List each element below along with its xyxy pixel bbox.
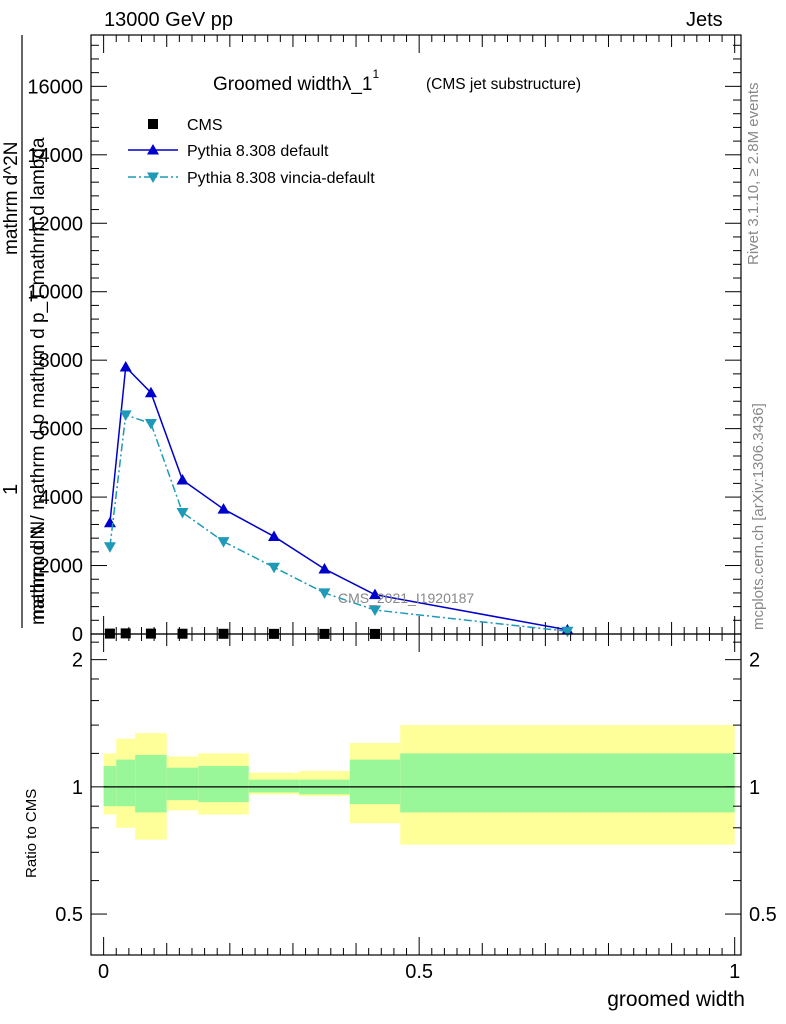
ratio-panel: 0 0.5 1 0.5 0.5 1 1 2 2 [55,633,777,983]
y-tick-label: 8000 [39,350,84,372]
y-tick-label: 0 [72,624,83,646]
data-point-cms [120,628,131,639]
data-point-pythia-default [268,530,281,541]
ratio-stat-band [116,759,136,807]
ratio-stat-band [248,779,300,793]
data-point-pythia-default [368,588,381,600]
ratio-y-axis-title: Ratio to CMS [23,789,40,878]
ratio-stat-band [400,753,735,813]
ratio-stat-band [135,754,167,813]
x-tick-label: 0.5 [405,961,433,983]
ratio-stat-band [166,767,199,801]
main-panel: 0 2000 4000 6000 8000 10000 12000 14000 16000 CMS… [27,34,742,646]
data-point-pythia-vincia [561,626,574,638]
ratio-plot-frame [90,633,742,956]
chart-title-text: Groomed widthλ_1 [213,74,372,95]
x-axis-title: groomed width [607,988,745,1011]
data-point-pythia-vincia [119,410,132,421]
y-tick-label: 6000 [39,419,84,441]
chart-title: Groomed widthλ_11 [213,67,379,95]
data-point-pythia-default [119,361,132,372]
data-point-pythia-vincia [268,562,281,574]
y-tick-label: 14000 [27,145,83,167]
data-point-pythia-default [318,562,331,574]
y-axis-title-top: mathrm d^2N [1,142,22,255]
legend-marker [147,172,159,183]
header-process: Jets [686,9,723,31]
y-tick-label: 10000 [27,282,83,304]
y-axis-title-numerator: 1 [0,484,22,495]
chart-subtitle: (CMS jet substructure) [426,76,581,93]
data-point-pythia-default [144,386,157,398]
y-axis-title-main: mathrm d N / mathrm d p mathrm d p_T mat… [28,137,49,625]
ratio-y-tick-label: 1 [72,777,83,799]
data-point-pythia-vincia [144,418,157,430]
legend-label: Pythia 8.308 default [187,143,329,160]
data-point-pythia-vincia [217,537,230,548]
ratio-stat-band [349,759,401,805]
ratio-y-tick-label-right: 0.5 [749,904,777,926]
y-tick-label: 2000 [39,556,84,578]
data-point-pythia-default [217,503,230,514]
ratio-y-tick-label: 0.5 [55,904,83,926]
chart-title-superscript: 1 [372,67,379,81]
y-tick-label: 16000 [27,76,83,98]
x-tick-label: 0 [98,961,109,983]
legend-label: CMS [187,117,223,134]
y-axis-title-group: 1 mathrm d N mathrm d^2N mathrm d N / ma… [0,137,49,625]
data-point-pythia-vincia [318,588,331,599]
y-tick-label: 12000 [27,213,83,235]
legend-marker [147,144,159,155]
header-energy: 13000 GeV pp [104,9,233,31]
x-tick-label: 1 [729,961,740,983]
y-axis-title-denominator: mathrm d N [28,521,49,620]
ratio-stat-band [198,766,249,803]
ratio-y-tick-label: 2 [72,650,83,672]
data-point-pythia-default [176,473,189,485]
ratio-stat-band [103,766,117,807]
data-point-pythia-vincia [103,542,116,553]
y-tick-label: 4000 [39,487,84,509]
data-point-pythia-default [103,516,116,528]
data-point-pythia-vincia [176,507,189,519]
analysis-watermark: CMS_2021_I1920187 [338,590,474,606]
legend-label: Pythia 8.308 vincia-default [187,170,375,187]
data-point-pythia-vincia [368,605,381,617]
ratio-y-tick-label-right: 2 [749,650,760,672]
legend-marker [148,119,158,129]
ratio-y-tick-label-right: 1 [749,777,760,799]
